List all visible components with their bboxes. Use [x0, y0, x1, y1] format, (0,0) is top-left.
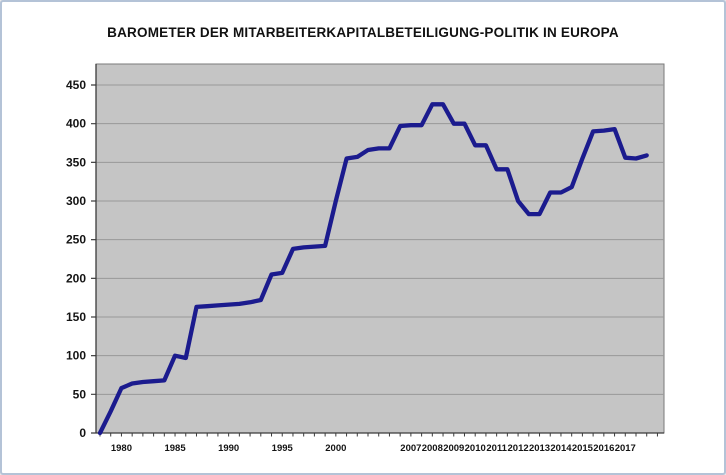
x-tick-label: 2011	[486, 443, 507, 454]
x-tick-label: 2016	[593, 443, 614, 454]
y-tick-label: 400	[66, 117, 86, 131]
y-tick-label: 350	[66, 155, 86, 169]
x-tick-label: 1995	[272, 443, 294, 454]
y-tick-label: 50	[73, 387, 87, 401]
y-tick-label: 0	[79, 426, 86, 440]
y-tick-label: 100	[66, 349, 86, 363]
y-tick-label: 450	[66, 78, 86, 92]
x-tick-label: 2008	[422, 443, 443, 454]
x-tick-label: 2013	[529, 443, 550, 454]
chart-title: BAROMETER DER MITARBEITERKAPITALBETEILIG…	[107, 25, 619, 40]
x-tick-label: 1980	[111, 443, 132, 454]
data-line	[97, 102, 649, 436]
x-tick-label: 2009	[443, 443, 464, 454]
y-tick-label: 200	[66, 271, 86, 285]
x-tick-label: 2010	[465, 443, 486, 454]
y-tick-label: 300	[66, 194, 86, 208]
x-tick-label: 2007	[400, 443, 421, 454]
x-tick-label: 2015	[572, 443, 594, 454]
x-tick-label: 2012	[508, 443, 529, 454]
x-tick-label: 2000	[325, 443, 346, 454]
x-tick-label: 1985	[164, 443, 186, 454]
x-tick-label: 2017	[615, 443, 636, 454]
y-tick-label: 150	[66, 310, 86, 324]
plot-area	[95, 63, 665, 434]
x-tick-label: 1990	[218, 443, 239, 454]
y-tick-label: 250	[66, 233, 86, 247]
x-tick-label: 2014	[550, 443, 572, 454]
